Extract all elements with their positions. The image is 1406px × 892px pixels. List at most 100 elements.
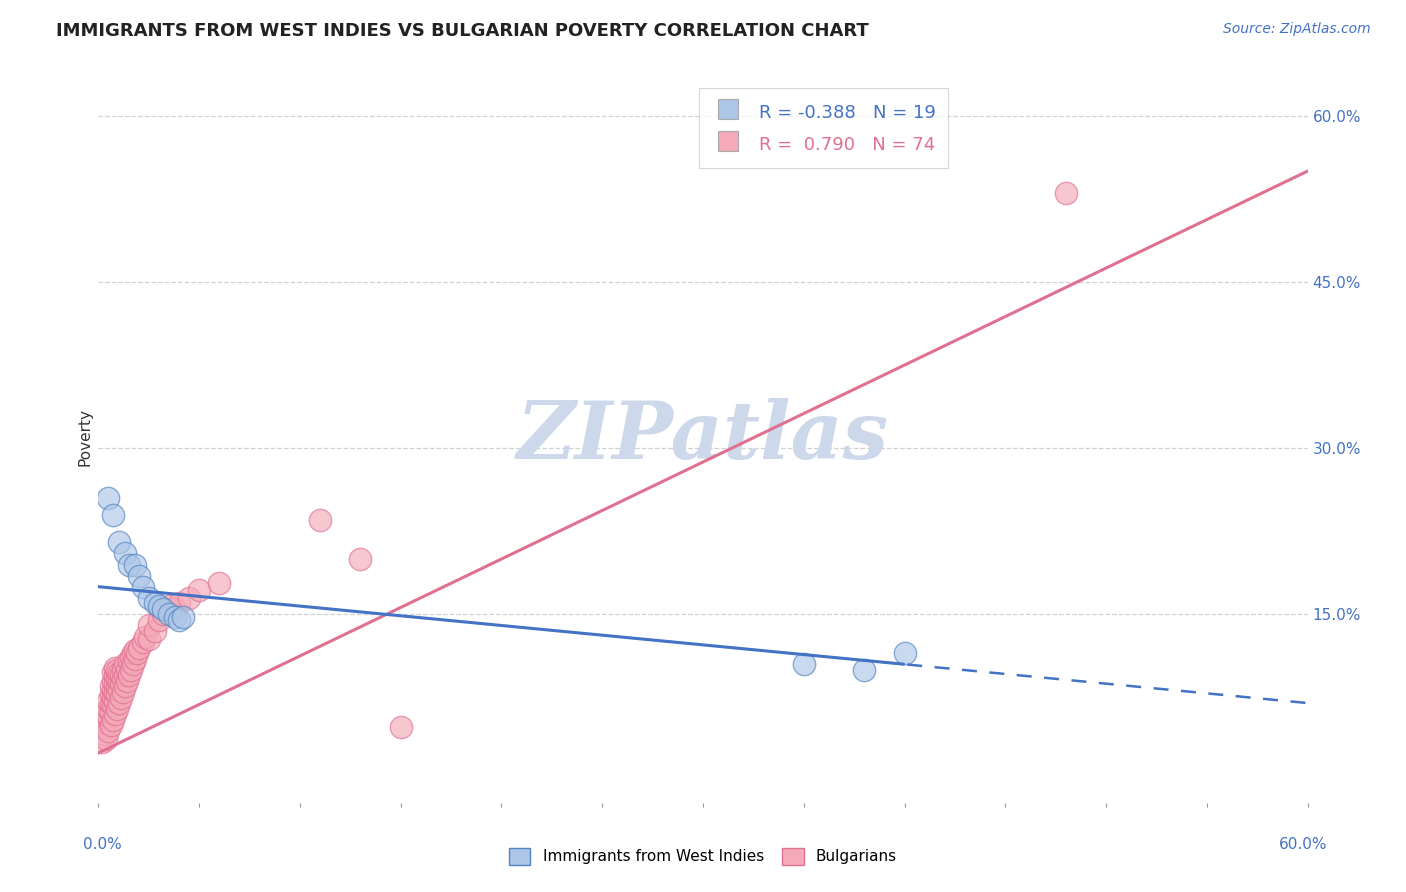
Point [172, 609, 194, 624]
Point [107, 682, 129, 697]
Point [893, 646, 915, 660]
Point [93, 721, 115, 735]
Point [103, 660, 125, 674]
Point [179, 591, 201, 605]
Point [121, 657, 143, 672]
Point [157, 607, 180, 622]
Point [107, 673, 129, 688]
Point [143, 624, 166, 638]
Point [110, 668, 132, 682]
Point [103, 694, 125, 708]
Point [103, 685, 125, 699]
Point [100, 696, 122, 710]
Point [97, 709, 120, 723]
Point [118, 668, 141, 682]
Point [128, 568, 150, 582]
Point [100, 705, 122, 719]
Point [111, 685, 134, 699]
Point [100, 687, 122, 701]
Point [167, 613, 190, 627]
Point [124, 558, 146, 572]
Point [309, 513, 332, 527]
Point [101, 673, 124, 688]
Point [349, 552, 371, 566]
Point [853, 663, 876, 677]
Y-axis label: Poverty: Poverty [77, 408, 93, 467]
Point [101, 713, 124, 727]
Point [103, 668, 125, 682]
Point [138, 632, 160, 646]
Point [96, 716, 118, 731]
Text: IMMIGRANTS FROM WEST INDIES VS BULGARIAN POVERTY CORRELATION CHART: IMMIGRANTS FROM WEST INDIES VS BULGARIAN… [56, 22, 869, 40]
Point [114, 546, 136, 560]
Point [124, 651, 146, 665]
Point [208, 576, 231, 591]
Point [105, 701, 128, 715]
Point [114, 657, 136, 672]
Text: ZIPatlas: ZIPatlas [517, 399, 889, 475]
Point [120, 649, 142, 664]
Point [97, 701, 120, 715]
Point [1054, 186, 1077, 201]
Point [100, 718, 122, 732]
Text: 60.0%: 60.0% [1279, 838, 1327, 852]
Point [121, 646, 143, 660]
Point [107, 535, 129, 549]
Point [157, 599, 180, 613]
Point [110, 676, 132, 690]
Point [138, 618, 160, 632]
Point [118, 654, 141, 668]
Point [96, 707, 118, 722]
Point [105, 663, 128, 677]
Point [103, 707, 125, 722]
Point [134, 630, 156, 644]
Point [114, 680, 136, 694]
Point [111, 663, 134, 677]
Point [97, 723, 120, 738]
Point [132, 635, 155, 649]
Point [152, 607, 174, 622]
Point [125, 646, 148, 660]
Point [101, 682, 124, 697]
Point [163, 609, 186, 624]
Point [138, 591, 160, 605]
Point [105, 687, 128, 701]
Point [163, 602, 186, 616]
Point [124, 643, 146, 657]
Point [148, 599, 170, 613]
Point [101, 698, 124, 713]
Point [107, 666, 129, 681]
Point [101, 508, 124, 522]
Point [97, 491, 120, 505]
Point [100, 680, 122, 694]
Point [115, 673, 138, 688]
Point [101, 665, 124, 679]
Point [115, 663, 138, 677]
Point [148, 613, 170, 627]
Point [105, 672, 128, 686]
Text: Source: ZipAtlas.com: Source: ZipAtlas.com [1223, 22, 1371, 37]
Point [111, 672, 134, 686]
Point [118, 558, 141, 572]
Point [143, 596, 166, 610]
Point [107, 696, 129, 710]
Point [97, 694, 120, 708]
Point [132, 580, 155, 594]
Point [793, 657, 815, 672]
Point [101, 690, 124, 705]
Point [103, 676, 125, 690]
Point [128, 640, 150, 655]
Point [93, 727, 115, 741]
Point [167, 596, 190, 610]
Point [91, 735, 114, 749]
Point [120, 663, 142, 677]
Point [114, 668, 136, 682]
Point [152, 602, 174, 616]
Point [105, 680, 128, 694]
Point [389, 721, 412, 735]
Text: 0.0%: 0.0% [83, 838, 122, 852]
Legend: R = -0.388   N = 19, R =  0.790   N = 74: R = -0.388 N = 19, R = 0.790 N = 74 [699, 87, 949, 169]
Point [96, 731, 118, 746]
Point [110, 690, 132, 705]
Point [188, 582, 211, 597]
